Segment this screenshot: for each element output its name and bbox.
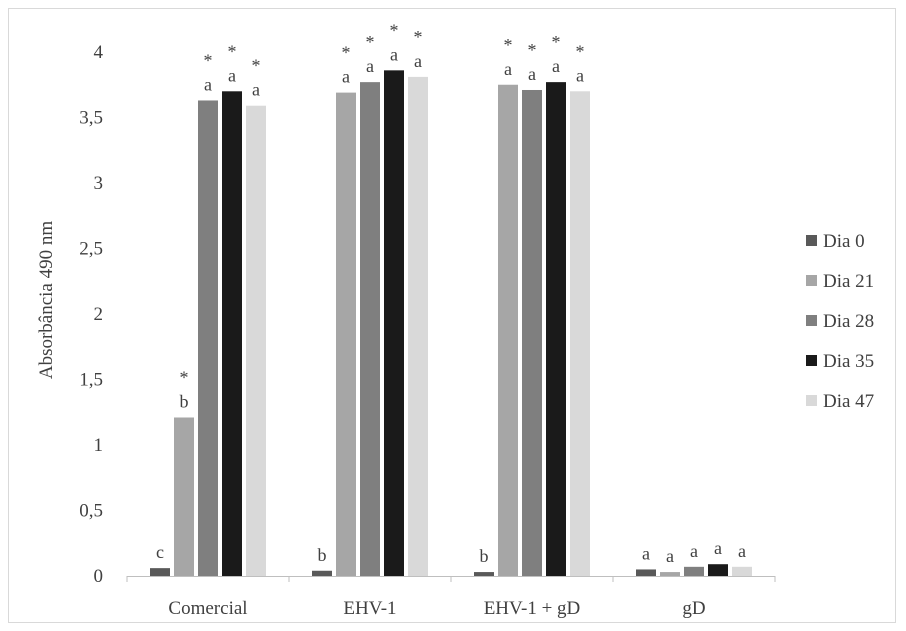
bar — [408, 76, 428, 576]
significance-letter: b — [180, 391, 189, 411]
significance-letter: a — [528, 64, 536, 84]
bar — [732, 566, 752, 576]
significance-letter: a — [552, 56, 560, 76]
legend-swatch — [806, 395, 817, 406]
significance-letter: a — [504, 59, 512, 79]
significance-star: * — [204, 50, 213, 70]
bar — [570, 91, 590, 577]
legend-swatch — [806, 275, 817, 286]
x-tick-label: Comercial — [168, 598, 247, 619]
legend-label: Dia 28 — [823, 311, 874, 332]
bar-labels: cb*a*a*a*ba*a*a*a*ba*a*a*a*a a a a a — [156, 20, 746, 566]
significance-star: * — [342, 43, 351, 63]
bar — [312, 570, 332, 576]
y-tick-label: 0 — [94, 566, 104, 587]
significance-star: * — [228, 41, 237, 61]
significance-star: * — [414, 27, 423, 47]
significance-letter: a — [252, 80, 260, 100]
significance-star: * — [366, 32, 375, 52]
significance-letter: a — [342, 67, 350, 87]
x-tick-label: EHV-1 + gD — [484, 598, 581, 619]
chart-frame — [8, 8, 896, 623]
significance-letter: a — [204, 74, 212, 94]
significance-letter: a — [228, 65, 236, 85]
significance-letter: a — [690, 541, 698, 561]
bar — [522, 89, 542, 577]
bar — [684, 566, 704, 576]
y-tick-label: 4 — [94, 42, 104, 63]
significance-star: * — [504, 35, 513, 55]
legend-swatch — [806, 315, 817, 326]
significance-letter: a — [714, 538, 722, 558]
significance-star: * — [552, 32, 561, 52]
x-axis-ticks: Comercial EHV-1 EHV-1 + gD gD — [126, 576, 776, 619]
legend-swatch — [806, 355, 817, 366]
significance-star: * — [180, 367, 189, 387]
bar — [336, 92, 356, 577]
significance-letter: a — [642, 543, 650, 563]
bar — [198, 100, 218, 576]
bar — [150, 568, 170, 576]
y-tick-label: 2 — [94, 304, 104, 325]
bar — [174, 417, 194, 576]
y-tick-label: 0,5 — [79, 501, 103, 522]
significance-star: * — [252, 56, 261, 76]
bars — [150, 70, 752, 577]
significance-letter: a — [576, 65, 584, 85]
legend-label: Dia 21 — [823, 271, 874, 292]
significance-letter: a — [390, 44, 398, 64]
significance-letter: a — [366, 56, 374, 76]
significance-letter: a — [414, 51, 422, 71]
bar — [498, 84, 518, 576]
y-tick-label: 3,5 — [79, 108, 103, 129]
bar — [708, 564, 728, 576]
bar — [660, 572, 680, 576]
legend: Dia 0 Dia 21 Dia 28 Dia 35 Dia 47 — [806, 231, 874, 412]
legend-label: Dia 35 — [823, 351, 874, 372]
bar — [636, 569, 656, 576]
x-tick-label: gD — [682, 598, 705, 619]
bar — [546, 82, 566, 576]
y-axis-ticks: 0 0,5 1 1,5 2 2,5 3 3,5 4 — [79, 42, 103, 587]
significance-star: * — [528, 40, 537, 60]
significance-star: * — [576, 41, 585, 61]
legend-swatch — [806, 235, 817, 246]
significance-letter: a — [738, 541, 746, 561]
y-tick-label: 1,5 — [79, 370, 103, 391]
bar — [246, 105, 266, 577]
y-tick-label: 3 — [94, 173, 104, 194]
bar — [222, 91, 242, 577]
significance-letter: b — [480, 546, 489, 566]
significance-letter: c — [156, 542, 164, 562]
bar — [384, 70, 404, 576]
bar — [474, 572, 494, 576]
legend-label: Dia 47 — [823, 391, 874, 412]
legend-label: Dia 0 — [823, 231, 865, 252]
significance-letter: a — [666, 546, 674, 566]
bar — [360, 82, 380, 576]
x-tick-label: EHV-1 — [343, 598, 396, 619]
significance-letter: b — [318, 545, 327, 565]
y-axis-label: Absorbância 490 nm — [36, 221, 57, 380]
y-tick-label: 2,5 — [79, 239, 103, 260]
y-tick-label: 1 — [94, 435, 104, 456]
significance-star: * — [390, 20, 399, 40]
